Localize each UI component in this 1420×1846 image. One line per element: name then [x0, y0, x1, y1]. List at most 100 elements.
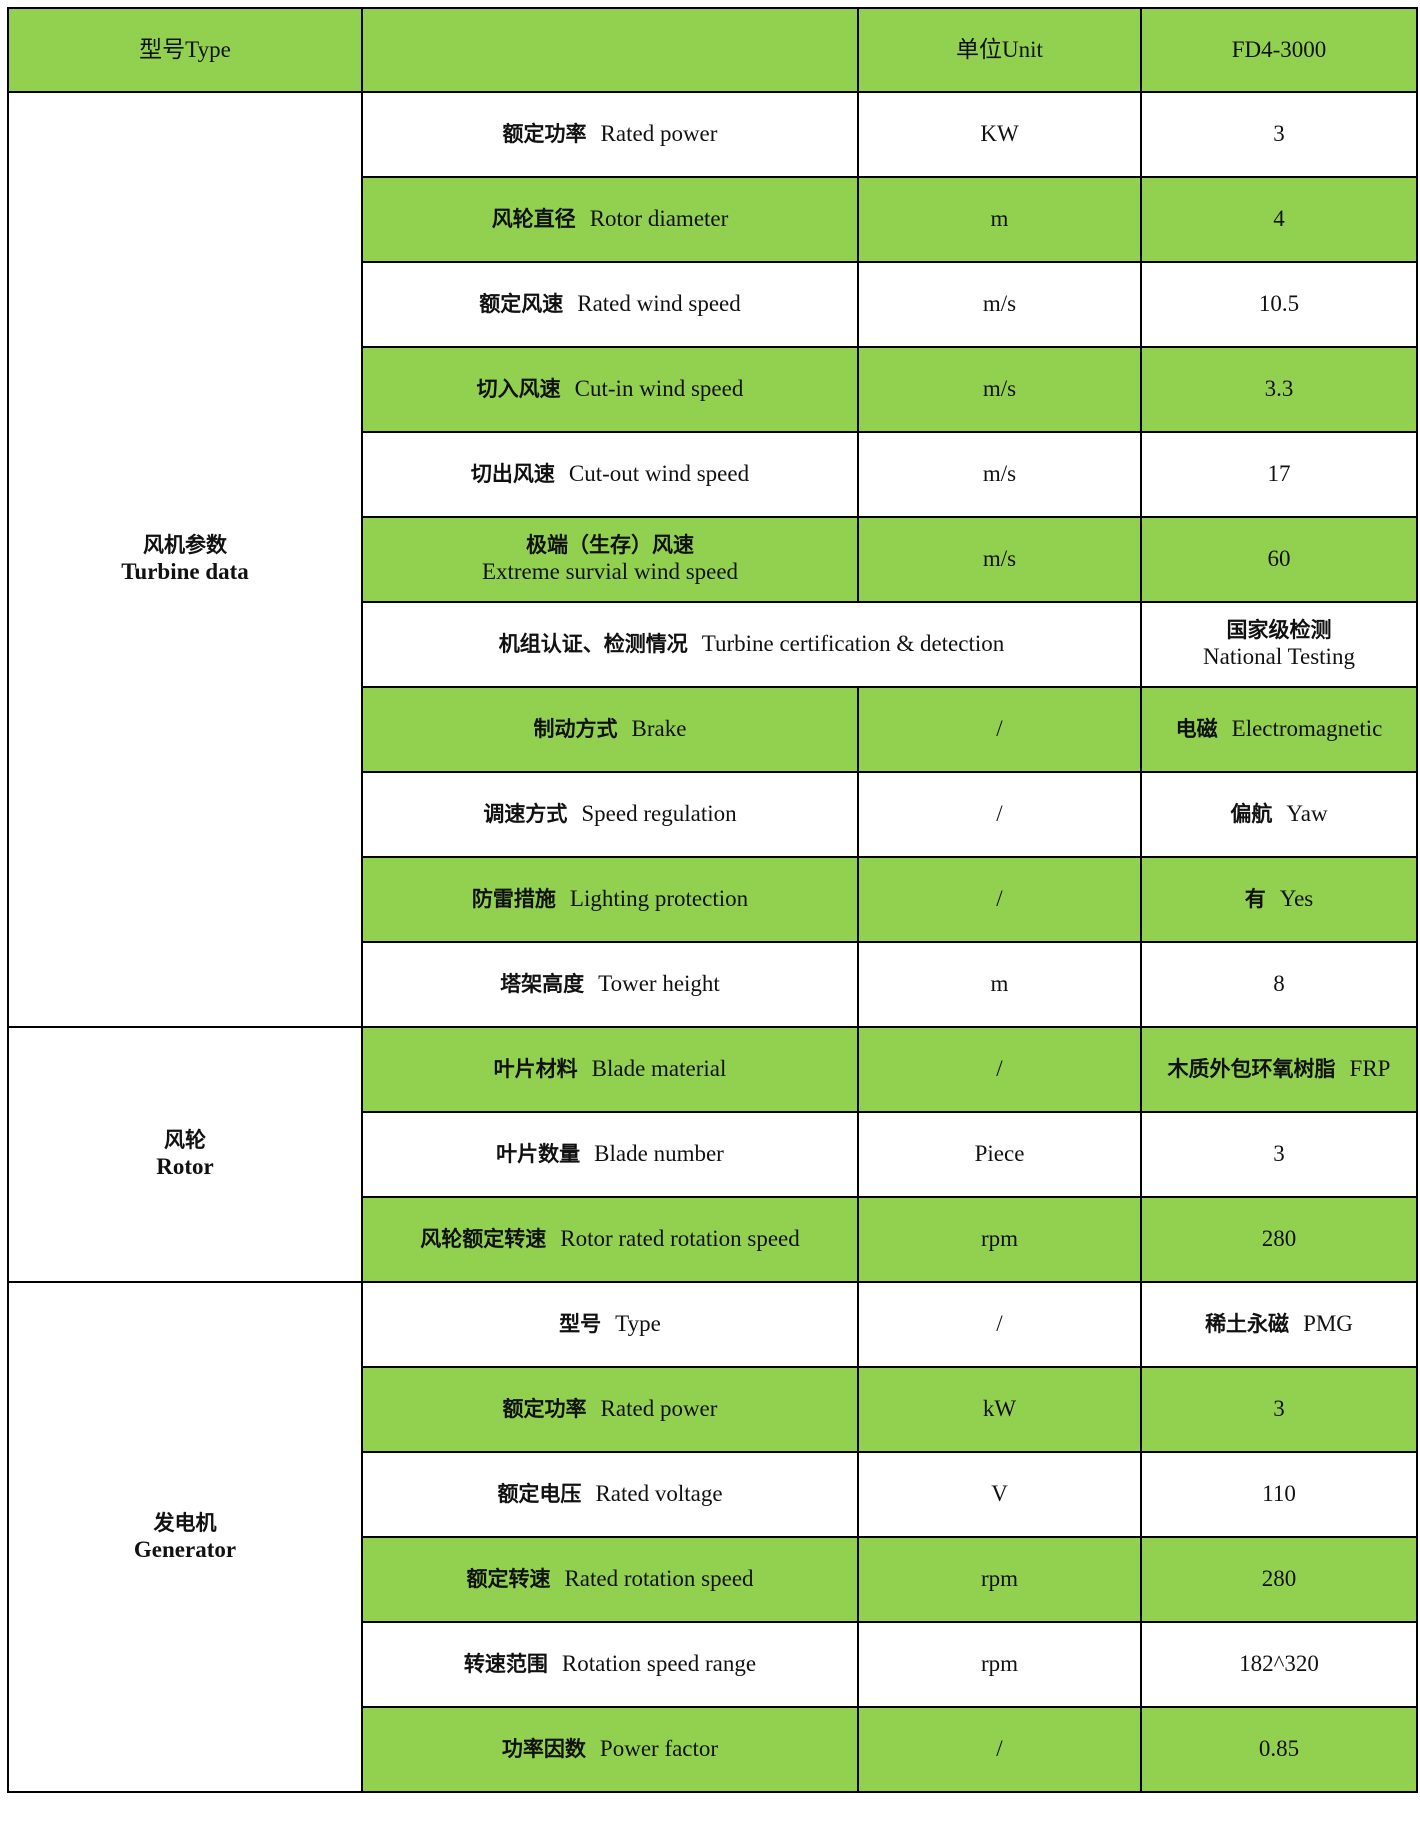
- param-en: Rated rotation speed: [564, 1566, 754, 1592]
- param-cell: 防雷措施 Lighting protection: [361, 856, 859, 943]
- unit-cell: rpm: [857, 1621, 1142, 1708]
- param-zh: 风轮额定转速: [420, 1227, 547, 1252]
- param-cell: 叶片数量 Blade number: [361, 1111, 859, 1198]
- group-label-en: Turbine data: [121, 559, 249, 585]
- value-zh: 偏航: [1230, 802, 1273, 827]
- table-row: 转速范围 Rotation speed range rpm 182^320: [8, 1621, 1418, 1708]
- value-cell: 0.85: [1140, 1706, 1418, 1793]
- value-en: Yes: [1279, 886, 1314, 912]
- unit-cell: KW: [857, 91, 1142, 178]
- param-en: Brake: [631, 716, 687, 742]
- header-row: 型号Type 单位Unit FD4-3000: [7, 7, 1418, 93]
- param-zh: 塔架高度: [500, 972, 585, 997]
- unit-cell: /: [857, 1281, 1142, 1368]
- param-cell: 切入风速 Cut-in wind speed: [361, 346, 859, 433]
- group-label-en: Rotor: [156, 1154, 214, 1180]
- param-en: Rotation speed range: [561, 1651, 757, 1677]
- value-cell: 3: [1140, 1111, 1418, 1198]
- unit-cell: m/s: [857, 431, 1142, 518]
- group-label: 风机参数 Turbine data: [7, 91, 363, 1028]
- table-row: 制动方式 Brake / 电磁 Electromagnetic: [8, 686, 1418, 773]
- param-cell: 型号 Type: [361, 1281, 859, 1368]
- group-label: 风轮 Rotor: [7, 1026, 363, 1283]
- param-zh: 型号: [559, 1312, 602, 1337]
- value-en: PMG: [1303, 1311, 1353, 1337]
- spec-table: 型号Type 单位Unit FD4-3000 风机参数 Turbine data 额…: [7, 7, 1418, 1793]
- param-en: Lighting protection: [569, 886, 749, 912]
- param-zh: 额定风速: [479, 292, 564, 317]
- table-row: 防雷措施 Lighting protection / 有 Yes: [8, 856, 1418, 943]
- param-en: Rated power: [600, 121, 718, 147]
- value-en: FRP: [1349, 1056, 1391, 1082]
- unit-cell: m/s: [857, 261, 1142, 348]
- param-en: Cut-out wind speed: [568, 461, 750, 487]
- param-en: Blade number: [594, 1141, 724, 1167]
- unit-cell: rpm: [857, 1196, 1142, 1283]
- param-zh: 叶片材料: [493, 1057, 578, 1082]
- param-cell: 风轮额定转速 Rotor rated rotation speed: [361, 1196, 859, 1283]
- param-cell: 额定功率 Rated power: [361, 91, 859, 178]
- table-row: 额定电压 Rated voltage V 110: [8, 1451, 1418, 1538]
- param-cell: 叶片材料 Blade material: [361, 1026, 859, 1113]
- param-en: Speed regulation: [581, 801, 737, 827]
- table-row: 塔架高度 Tower height m 8: [8, 941, 1418, 1028]
- param-cell: 额定风速 Rated wind speed: [361, 261, 859, 348]
- table-row: 机组认证、检测情况 Turbine certification & detecti…: [8, 601, 1418, 688]
- value-cell: 稀土永磁 PMG: [1140, 1281, 1418, 1368]
- table-row: 额定功率 Rated power kW 3: [8, 1366, 1418, 1453]
- header-model: FD4-3000: [1140, 7, 1418, 93]
- unit-cell: kW: [857, 1366, 1142, 1453]
- table-row: 调速方式 Speed regulation / 偏航 Yaw: [8, 771, 1418, 858]
- unit-cell: /: [857, 856, 1142, 943]
- param-zh: 调速方式: [483, 802, 568, 827]
- param-cell: 切出风速 Cut-out wind speed: [361, 431, 859, 518]
- param-en: Turbine certification & detection: [701, 631, 1005, 657]
- group-label: 发电机 Generator: [7, 1281, 363, 1793]
- value-cell: 280: [1140, 1196, 1418, 1283]
- unit-cell: m/s: [857, 346, 1142, 433]
- group-label-zh: 发电机: [153, 1510, 217, 1535]
- header-unit: 单位Unit: [857, 7, 1142, 93]
- param-cell: 转速范围 Rotation speed range: [361, 1621, 859, 1708]
- value-zh: 木质外包环氧树脂: [1167, 1057, 1336, 1082]
- unit-cell: m: [857, 176, 1142, 263]
- param-zh: 切出风速: [470, 462, 555, 487]
- param-cell: 额定电压 Rated voltage: [361, 1451, 859, 1538]
- value-zh: 有: [1244, 887, 1266, 912]
- value-cell: 182^320: [1140, 1621, 1418, 1708]
- param-en: Rated voltage: [595, 1481, 723, 1507]
- value-en: National Testing: [1203, 644, 1355, 670]
- param-zh: 切入风速: [476, 377, 561, 402]
- param-en: Rated wind speed: [577, 291, 741, 317]
- value-cell: 3: [1140, 1366, 1418, 1453]
- table-row: 风轮直径 Rotor diameter m 4: [8, 176, 1418, 263]
- param-zh: 风轮直径: [491, 207, 576, 232]
- value-zh: 电磁: [1175, 717, 1218, 742]
- value-cell: 偏航 Yaw: [1140, 771, 1418, 858]
- param-zh: 功率因数: [501, 1737, 586, 1762]
- value-cell: 国家级检测 National Testing: [1140, 601, 1418, 688]
- table-row: 风轮额定转速 Rotor rated rotation speed rpm 280: [8, 1196, 1418, 1283]
- value-cell: 木质外包环氧树脂 FRP: [1140, 1026, 1418, 1113]
- param-zh: 转速范围: [463, 1652, 548, 1677]
- value-cell: 8: [1140, 941, 1418, 1028]
- group-label-zh: 风机参数: [143, 533, 227, 557]
- param-zh: 制动方式: [533, 717, 618, 742]
- param-en: Tower height: [598, 971, 720, 997]
- table-row: 切出风速 Cut-out wind speed m/s 17: [8, 431, 1418, 518]
- unit-cell: /: [857, 686, 1142, 773]
- value-cell: 10.5: [1140, 261, 1418, 348]
- table-row: 发电机 Generator 型号 Type / 稀土永磁 PMG: [7, 1281, 1418, 1793]
- group-label-zh: 风轮: [164, 1128, 206, 1152]
- value-cell: 3.3: [1140, 346, 1418, 433]
- value-cell: 有 Yes: [1140, 856, 1418, 943]
- unit-cell: m: [857, 941, 1142, 1028]
- param-zh: 防雷措施: [471, 887, 556, 912]
- header-param: [361, 7, 859, 93]
- unit-cell: m/s: [857, 516, 1142, 603]
- param-en: Extreme survial wind speed: [481, 559, 739, 585]
- unit-cell: /: [857, 1706, 1142, 1793]
- value-cell: 60: [1140, 516, 1418, 603]
- param-cell: 功率因数 Power factor: [361, 1706, 859, 1793]
- param-cell: 风轮直径 Rotor diameter: [361, 176, 859, 263]
